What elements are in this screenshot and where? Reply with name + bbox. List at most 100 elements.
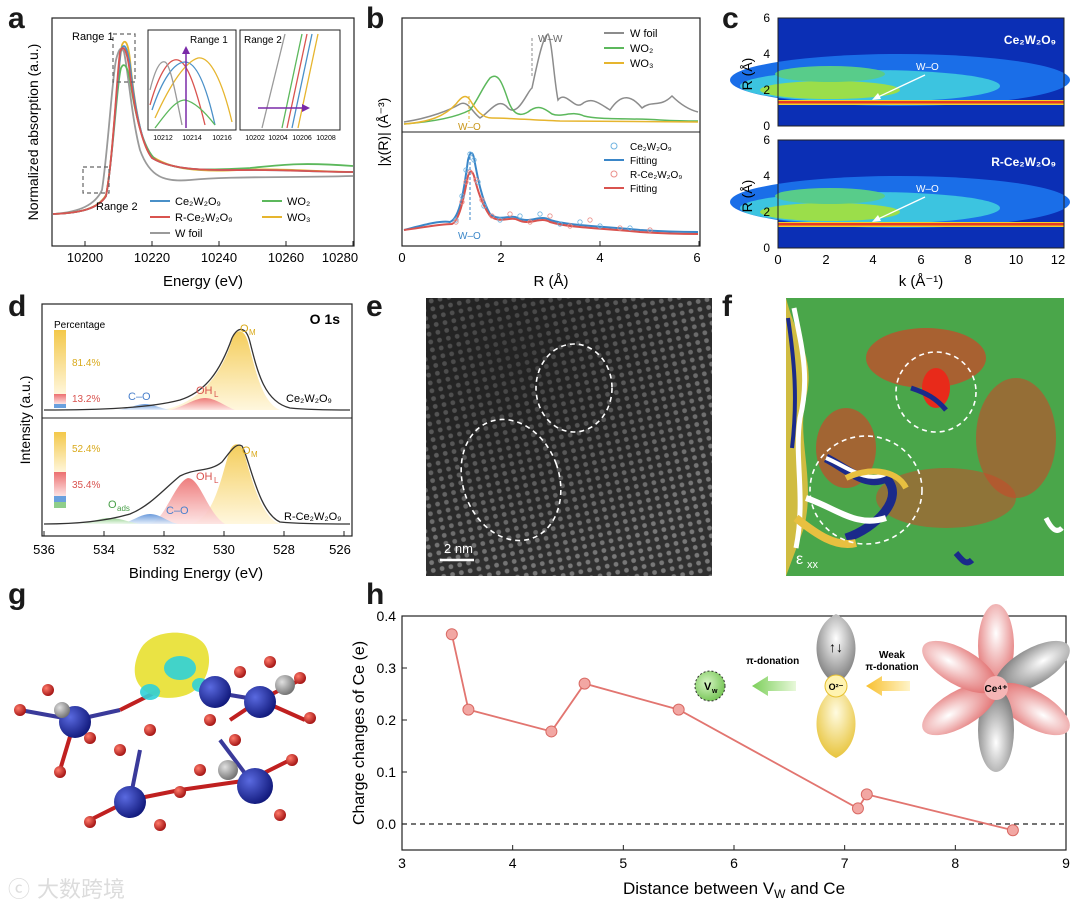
panel-d-top-oh-bar — [54, 394, 66, 404]
panel-h-data-point — [860, 788, 873, 801]
panel-f-circle-top — [895, 351, 977, 433]
panel-c-map-top — [730, 18, 1070, 126]
panel-f-circle-bottom — [809, 435, 923, 545]
panel-d-bottom-co: C–O — [166, 505, 189, 517]
panel-d-bottom-envelope — [43, 444, 351, 525]
panel-h-data-point — [578, 677, 591, 690]
panel-f-label: ε — [796, 551, 803, 568]
panel-c-xtick: 10 — [1009, 252, 1023, 267]
panel-c-xlabel: k (Å⁻¹) — [899, 273, 944, 290]
panel-h-xlabel-end: and Ce — [785, 879, 845, 898]
panel-h-points — [445, 628, 1019, 837]
panel-h-ytick-label: 0.3 — [377, 660, 397, 676]
panel-a-legend-wo2: WO₂ — [287, 196, 310, 208]
panel-a-xtick: 10280 — [322, 250, 358, 265]
panel-a-legend: Ce₂W₂O₉ R-Ce₂W₂O₉ W foil WO₂ WO₃ — [150, 196, 310, 240]
panel-a-legend-wfoil: W foil — [175, 228, 203, 240]
panel-a-range1-box — [112, 33, 136, 83]
panel-a-range2-label: Range 2 — [96, 201, 138, 213]
panel-c-ytick: 4 — [763, 169, 770, 183]
panel-d-ylabel: Intensity (a.u.) — [17, 376, 33, 465]
panel-a-inset2-wfoil-line — [261, 33, 286, 129]
panel-c-ytick: 2 — [763, 83, 770, 97]
panel-d-top-co-bar — [54, 404, 66, 408]
panel-d-bottom-pct-oh: 35.4% — [72, 480, 100, 491]
panel-h-ytick-label: 0.0 — [377, 816, 397, 832]
panel-h-xtick-label: 8 — [951, 855, 959, 871]
panel-c-xtick: 0 — [774, 252, 781, 267]
panel-g-atom-ce — [54, 702, 70, 718]
panel-a-inset2-tick: 10208 — [316, 135, 336, 142]
panel-g-atom-w — [114, 786, 146, 818]
panel-b-ylabel: |χ(R)| (Å⁻³) — [375, 98, 391, 167]
panel-h-charge-chart: 3 4 5 6 7 8 9 0.0 0.1 0.2 0.3 0.4 Charge changes of… — [351, 604, 1071, 901]
panel-a-wfoil-curve — [52, 47, 354, 215]
panel-h-data-point — [462, 703, 475, 716]
panel-h-weak1: Weak — [879, 650, 905, 661]
panel-c-bottom-label: R-Ce₂W₂O₉ — [991, 155, 1056, 169]
panel-d-xtick: 526 — [329, 542, 351, 557]
panel-a-inset2-tick: 10202 — [245, 135, 265, 142]
panel-a-inset1-tick: 10214 — [182, 135, 202, 142]
panel-a-xtick: 10220 — [134, 250, 170, 265]
panel-d-xtick: 534 — [93, 542, 115, 557]
panel-h-o2: O²⁻ — [829, 682, 844, 692]
panel-h-xlabel: Distance between VW and Ce — [623, 879, 845, 901]
panel-g-isosurface-cyan — [164, 656, 196, 680]
panel-a-inset2-label: Range 2 — [244, 35, 282, 46]
panel-letter-e: e — [366, 290, 383, 323]
panel-h-ticks: 3 4 5 6 7 8 9 0.0 0.1 0.2 0.3 0.4 — [377, 608, 1071, 871]
panel-b-xlabel: R (Å) — [534, 273, 569, 290]
panel-h-ytick-label: 0.4 — [377, 608, 397, 624]
panel-c-xtick: 4 — [869, 252, 876, 267]
panel-a-xanes-chart: 10200 10220 10240 10260 10280 Energy (eV… — [25, 17, 358, 290]
panel-d-bottom-om-bar — [54, 432, 66, 472]
panel-c-ylabel-top: R (Å) — [739, 58, 755, 91]
panel-a-inset1-wfoil-curve — [149, 61, 183, 126]
panel-h-data-point — [851, 802, 864, 815]
panel-h-ce4: Ce⁴⁺ — [984, 684, 1007, 695]
panel-d-top-oh-sub: L — [214, 390, 219, 399]
panel-a-xlabel: Energy (eV) — [163, 273, 243, 290]
panel-b-xtick: 2 — [497, 250, 504, 265]
panel-d-top-om-bar — [54, 330, 66, 394]
panel-a-inset2-wo3-line — [297, 33, 319, 129]
panel-h-vw-sub: w — [711, 688, 718, 695]
panel-c-ytick: 0 — [763, 241, 770, 255]
panel-d-xtick: 536 — [33, 542, 55, 557]
panel-c-ylabel-bottom: R (Å) — [739, 180, 755, 213]
panel-h-vw-circle — [694, 670, 726, 702]
panel-d-percentage: Percentage — [54, 320, 106, 331]
panel-a-inset2-wo2-line — [281, 33, 303, 129]
panel-a-inset2-r-line — [286, 33, 308, 129]
panel-d-xps-chart: Intensity (a.u.) O 1s Percentage 81.4% 1… — [17, 303, 353, 582]
panel-a-range2-box — [82, 166, 110, 194]
panel-h-data-point — [672, 703, 685, 716]
panel-a-inset1-tick: 10212 — [153, 135, 173, 142]
panel-a-xtick: 10200 — [67, 250, 103, 265]
panel-b-legend-wo2: WO₂ — [630, 43, 653, 55]
panel-b-ann-wo-top: W–O — [458, 122, 481, 133]
panel-a-inset1-wo2-curve — [154, 99, 216, 129]
panel-letter-d: d — [8, 290, 27, 323]
panel-d-xlabel: Binding Energy (eV) — [129, 565, 263, 582]
panel-d-top-sample: Ce₂W₂O₉ — [286, 393, 332, 405]
panel-d-bottom-om: O — [242, 445, 251, 457]
panel-b-legend-wo3: WO₃ — [630, 58, 653, 70]
panel-h-xtick-label: 3 — [398, 855, 406, 871]
panel-h-ce-orbital: Ce⁴⁺ — [922, 604, 1070, 772]
panel-b-xtick: 0 — [398, 250, 405, 265]
panel-b-legend-r-fit: Fitting — [630, 184, 657, 195]
panel-g-atom-ce — [218, 760, 238, 780]
panel-a-inset1-r-curve — [149, 59, 206, 126]
panel-h-weak2: π-donation — [865, 662, 918, 673]
panel-e-scale-label: 2 nm — [444, 541, 473, 556]
panel-c-ytick: 6 — [763, 133, 770, 147]
panel-h-data-point — [545, 725, 558, 738]
panel-a-axes — [51, 17, 355, 247]
panel-b-legend-wfoil: W foil — [630, 28, 658, 40]
panel-d-bottom-oads: O — [108, 499, 117, 511]
panel-letter-a: a — [8, 2, 25, 35]
panel-c-xtick: 2 — [822, 252, 829, 267]
panel-d-xtick: 532 — [153, 542, 175, 557]
